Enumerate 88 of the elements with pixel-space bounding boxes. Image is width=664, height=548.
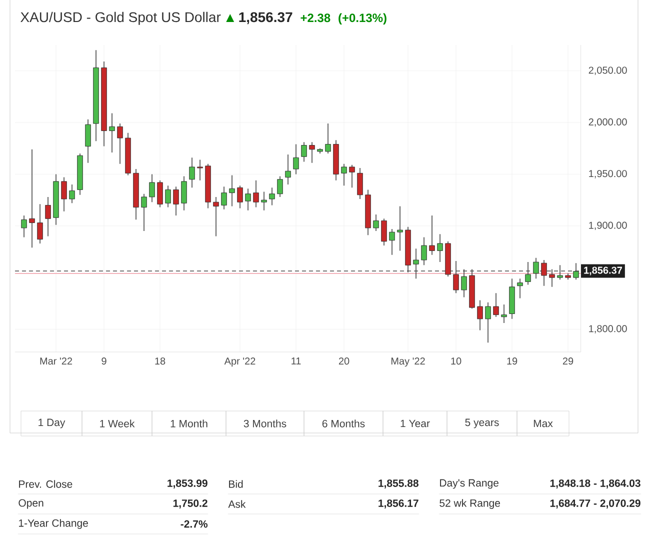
candlestick	[157, 180, 163, 208]
candlestick	[213, 196, 219, 237]
candlestick	[253, 180, 259, 208]
text: 1 Day	[38, 418, 66, 428]
candlestick	[381, 218, 387, 246]
candlestick	[197, 159, 203, 181]
chart-title: XAU/USD - Gold Spot US Dollar	[20, 12, 221, 25]
x-tick-label: 29	[562, 358, 574, 365]
x-tick-label: May '22	[391, 358, 425, 367]
candlestick	[37, 204, 43, 244]
candlestick	[349, 164, 355, 188]
candlestick	[229, 174, 235, 207]
candlestick	[69, 184, 75, 204]
x-tick-label: 10	[451, 358, 462, 365]
candlestick	[485, 302, 491, 344]
candlestick	[429, 215, 435, 256]
candlestick	[285, 154, 291, 185]
text: Day's Range	[440, 479, 498, 489]
text: 6 Months	[322, 420, 365, 428]
candlestick	[309, 142, 315, 164]
text: 1,848.18 - 1,864.03	[550, 480, 640, 488]
candlestick	[141, 193, 147, 232]
text: 1,853.99	[168, 480, 208, 488]
candlestick	[421, 236, 427, 266]
y-tick-label: 2,050.00	[588, 66, 627, 75]
text: 5 years	[465, 418, 499, 428]
candlestick	[181, 176, 187, 211]
text: 1 Month	[170, 420, 208, 428]
candlestick	[45, 196, 51, 237]
text: 1 Week	[100, 420, 135, 428]
candlestick	[293, 144, 299, 175]
y-tick-label: 2,000.00	[588, 118, 627, 127]
text: 1 Year	[400, 420, 430, 428]
text: 3 Months	[244, 420, 286, 428]
candlestick	[493, 292, 499, 318]
x-tick-label: Mar '22	[40, 358, 72, 365]
text: 1,750.2	[173, 500, 208, 508]
candlestick	[149, 174, 155, 203]
text: (+0.13%)	[338, 13, 386, 24]
candlestick	[29, 148, 35, 248]
candlestick	[173, 186, 179, 216]
y-tick-label: 1,950.00	[589, 170, 627, 178]
candlestick	[117, 123, 123, 164]
x-tick-label: 18	[155, 358, 166, 365]
candlestick	[245, 188, 251, 211]
text: Open	[18, 499, 44, 509]
candlestick	[373, 214, 379, 232]
candlestick	[477, 300, 483, 331]
candlestick	[189, 157, 195, 188]
candlestick	[21, 215, 27, 238]
candlestick	[389, 228, 395, 256]
candlestick	[61, 176, 67, 212]
candlestick	[221, 186, 227, 210]
candlestick	[357, 168, 363, 200]
text: 1,856.37	[239, 12, 292, 24]
x-tick-label: 11	[292, 358, 301, 364]
text: 1,855.88	[378, 480, 418, 488]
candlestick	[237, 185, 243, 209]
text: Max	[534, 420, 553, 428]
text: Bid	[229, 480, 243, 488]
x-tick-label: 19	[507, 358, 518, 365]
candlestick	[501, 304, 507, 324]
candlestick	[269, 187, 275, 206]
text: Ask	[228, 500, 246, 508]
candlestick	[109, 112, 115, 153]
candlestick	[341, 163, 347, 186]
y-tick-label: 1,800.00	[589, 325, 627, 334]
ref-line-label: 1,856.37	[584, 266, 622, 276]
x-tick-label: Apr '22	[224, 358, 256, 367]
candlestick	[517, 278, 523, 299]
candlestick	[261, 191, 267, 211]
text: 1,684.77 - 2,070.29	[550, 500, 640, 508]
x-tick-label: 20	[338, 358, 350, 365]
candlestick	[437, 234, 443, 262]
text: -2.7%	[180, 520, 208, 528]
text: 1,856.17	[378, 500, 418, 508]
text: +2.38	[300, 14, 330, 22]
text: 1-Year Change	[19, 519, 88, 529]
candlestick	[325, 123, 331, 154]
x-tick-label: 9	[102, 358, 106, 365]
candlestick	[277, 176, 283, 198]
text: Prev. Close	[19, 480, 72, 488]
candlestick	[397, 206, 403, 252]
text: 52 wk Range	[440, 499, 500, 509]
candlestick	[85, 119, 91, 164]
y-tick-label: 1,900.00	[589, 222, 627, 230]
candlestick	[301, 142, 307, 162]
candlestick	[165, 185, 171, 208]
